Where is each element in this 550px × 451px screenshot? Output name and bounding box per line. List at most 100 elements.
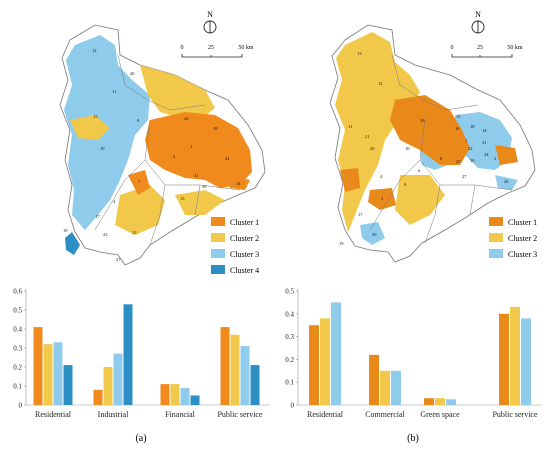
district-number: 19 bbox=[63, 228, 68, 233]
bar-cluster-2 bbox=[43, 344, 53, 405]
y-tick-label: 0.3 bbox=[13, 345, 22, 353]
district-number: 19 bbox=[420, 118, 425, 123]
bar-cluster-3 bbox=[521, 318, 531, 405]
district-number: 9 bbox=[404, 182, 407, 187]
bar-cluster-2 bbox=[380, 370, 390, 405]
district-number: 26 bbox=[130, 71, 135, 76]
legend-b: Cluster 1 Cluster 2 Cluster 3 bbox=[489, 217, 537, 259]
y-tick-label: 0.4 bbox=[13, 326, 22, 334]
bar-cluster-2 bbox=[435, 398, 445, 405]
x-tick-label: Industrial bbox=[98, 410, 129, 419]
district-number: 27 bbox=[462, 174, 467, 179]
legend-swatch-cluster3 bbox=[489, 249, 503, 258]
map-a-region-c4 bbox=[65, 232, 80, 255]
north-arrow-a: N bbox=[203, 10, 217, 34]
map-b-district-lines bbox=[369, 54, 513, 244]
panel-label-b: (b) bbox=[407, 433, 419, 444]
legend-swatch-cluster2 bbox=[211, 233, 225, 242]
district-number: 1 bbox=[465, 138, 467, 143]
y-tick-label: 0 bbox=[291, 402, 295, 410]
legend-label: Cluster 1 bbox=[230, 218, 259, 227]
district-number: 11 bbox=[112, 89, 116, 94]
bar-cluster-3 bbox=[391, 370, 401, 405]
district-number: 9 bbox=[137, 118, 140, 123]
district-number: 10 bbox=[405, 146, 410, 151]
legend-label: Cluster 1 bbox=[508, 218, 537, 227]
bar-cluster-4 bbox=[123, 304, 133, 405]
district-number: 2 bbox=[494, 156, 496, 161]
district-number: 21 bbox=[194, 173, 199, 178]
y-tick-label: 0.3 bbox=[285, 333, 294, 341]
legend-label: Cluster 3 bbox=[508, 250, 537, 259]
bar-cluster-4 bbox=[250, 365, 260, 405]
scale-tick-50: 50 km bbox=[238, 45, 254, 51]
scale-bar-b: 0 25 50 km bbox=[451, 45, 523, 58]
bar-cluster-1 bbox=[309, 325, 319, 405]
district-number: 25 bbox=[456, 159, 461, 164]
y-tick-label: 0.4 bbox=[285, 310, 294, 318]
district-number: 21 bbox=[365, 134, 370, 139]
bar-cluster-3 bbox=[180, 387, 190, 405]
y-tick-label: 0.5 bbox=[285, 288, 294, 296]
bar-cluster-1 bbox=[33, 327, 43, 405]
district-number: 14 bbox=[482, 128, 487, 133]
y-tick-label: 0.2 bbox=[13, 364, 22, 372]
bar-cluster-2 bbox=[320, 318, 330, 405]
scale-tick-50: 50 km bbox=[507, 45, 523, 51]
x-tick-label: Green space bbox=[420, 410, 460, 419]
district-number: 20 bbox=[370, 146, 375, 151]
district-number: 18 bbox=[470, 124, 475, 129]
district-number: 6 bbox=[418, 168, 421, 173]
north-label-a: N bbox=[207, 10, 213, 19]
district-number: 23 bbox=[132, 230, 137, 235]
legend-label: Cluster 2 bbox=[508, 234, 537, 243]
district-number: 4 bbox=[113, 199, 116, 204]
legend-swatch-cluster4 bbox=[211, 265, 225, 274]
district-number: 15 bbox=[456, 114, 461, 119]
map-a-region-c3 bbox=[64, 35, 150, 230]
district-number: 13 bbox=[180, 196, 185, 201]
legend-a: Cluster 1 Cluster 2 Cluster 3 Cluster 4 bbox=[211, 217, 259, 275]
district-number: 8 bbox=[440, 156, 443, 161]
district-number: 19 bbox=[339, 241, 344, 246]
district-numbers-a: 12 26 11 20 9 15 18 1 10 24 2 21 30 14 7… bbox=[63, 48, 241, 262]
map-b-region-c1 bbox=[340, 95, 518, 210]
x-tick-label: Residential bbox=[307, 410, 344, 419]
district-number: 20 bbox=[184, 116, 189, 121]
bar-chart-b: 0 0.1 0.2 0.3 0.4 0.5 Residential Commercial Gre… bbox=[285, 288, 542, 419]
scale-bar-a: 0 25 50 km bbox=[181, 45, 254, 58]
bar-chart-a: 0 0.1 0.2 0.3 0.4 0.5 0.6 Residential Industrial… bbox=[13, 288, 270, 419]
district-number: 14 bbox=[236, 181, 241, 186]
district-number: 2 bbox=[173, 154, 175, 159]
map-a bbox=[59, 24, 266, 266]
scale-tick-0: 0 bbox=[181, 45, 184, 51]
y-tick-label: 0.6 bbox=[13, 288, 22, 296]
district-number: 11 bbox=[348, 124, 352, 129]
x-tick-label: Financial bbox=[165, 410, 196, 419]
y-tick-label: 0.2 bbox=[285, 356, 294, 364]
district-number: 12 bbox=[92, 48, 97, 53]
district-number: 26 bbox=[504, 179, 509, 184]
bar-cluster-3 bbox=[446, 399, 456, 405]
bar-cluster-1 bbox=[220, 327, 230, 405]
bar-cluster-1 bbox=[424, 398, 434, 405]
legend-label: Cluster 3 bbox=[230, 250, 259, 259]
legend-swatch-cluster3 bbox=[211, 249, 225, 258]
district-number: 24 bbox=[484, 152, 489, 157]
district-number: 13 bbox=[357, 51, 362, 56]
legend-swatch-cluster1 bbox=[489, 217, 503, 226]
district-number: 17 bbox=[95, 214, 100, 219]
legend-label: Cluster 2 bbox=[230, 234, 259, 243]
bar-cluster-3 bbox=[240, 346, 250, 405]
y-tick-label: 0.5 bbox=[13, 307, 22, 315]
district-number: 4 bbox=[380, 174, 383, 179]
map-b bbox=[329, 24, 536, 263]
scale-tick-0: 0 bbox=[451, 45, 454, 51]
bar-cluster-2 bbox=[510, 306, 520, 405]
scale-tick-25: 25 bbox=[477, 45, 483, 51]
legend-swatch-cluster1 bbox=[211, 217, 225, 226]
legend-swatch-cluster2 bbox=[489, 233, 503, 242]
district-number: 10 bbox=[100, 146, 105, 151]
district-number: 18 bbox=[213, 126, 218, 131]
